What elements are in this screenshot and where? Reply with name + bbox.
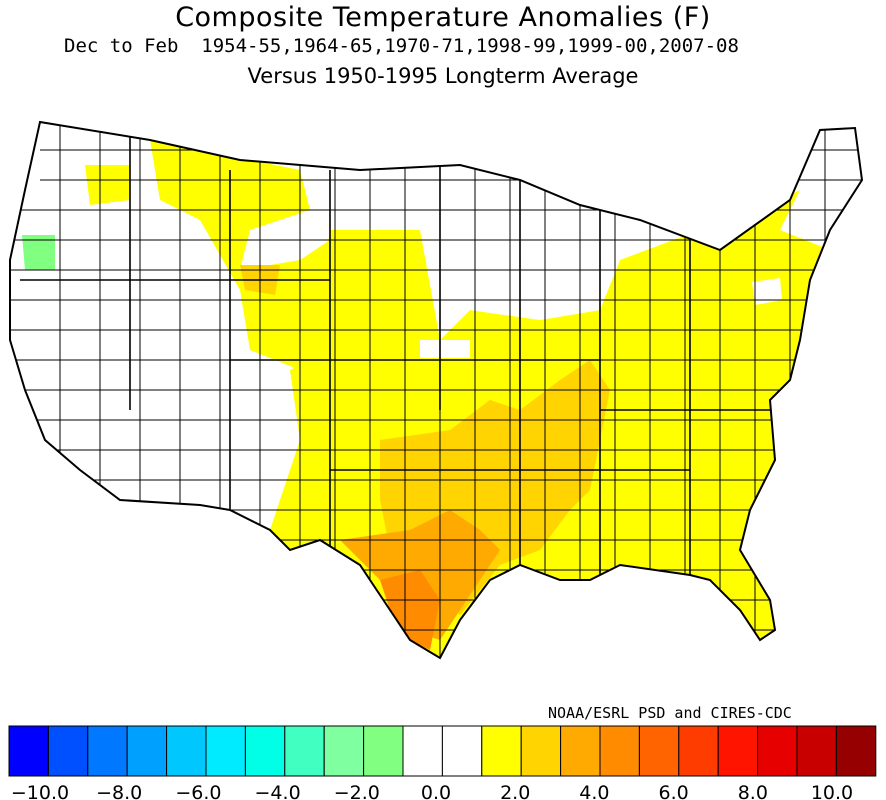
anomaly-region-0-2-north [150, 140, 330, 370]
colorbar-swatch [323, 725, 365, 777]
anomaly-region-0-2-wa [85, 165, 130, 205]
colorbar-swatch [678, 725, 719, 777]
colorbar-tick-label: −2.0 [334, 782, 380, 800]
colorbar-swatch [757, 725, 798, 777]
colorbar-swatch [402, 725, 443, 777]
colorbar-swatch [560, 725, 601, 777]
colorbar-swatch [835, 725, 877, 777]
colorbar-swatch [363, 725, 404, 777]
colorbar-swatch [717, 725, 759, 777]
data-credit: NOAA/ESRL PSD and CIRES-CDC [548, 704, 792, 722]
us-anomaly-map [9, 121, 863, 659]
anomaly-region-neutral-north [440, 160, 620, 340]
anomaly-region-neutral-pa [752, 278, 782, 305]
map-subtitle-base: Versus 1950-1995 Longterm Average [247, 64, 639, 88]
colorbar-swatch [796, 725, 837, 777]
colorbar-tick-label: −8.0 [96, 782, 142, 800]
colorbar-swatch [244, 725, 286, 777]
colorbar-swatch [520, 725, 562, 777]
colorbar-tick-label: −10.0 [11, 782, 69, 800]
colorbar-swatch [87, 725, 128, 777]
colorbar-swatch [599, 725, 640, 777]
colorbar-swatch [441, 725, 483, 777]
colorbar-tick-label: −6.0 [175, 782, 221, 800]
colorbar-tick-label: −4.0 [255, 782, 301, 800]
colorbar-tick-label: 2.0 [500, 782, 530, 800]
colorbar-tick-label: 4.0 [579, 782, 609, 800]
map-title: Composite Temperature Anomalies (F) [175, 2, 711, 33]
color-scale-legend: −10.0 −8.0 −6.0 −4.0 −2.0 0.0 2.0 4.0 6.0 8.0 10.0 [8, 725, 877, 800]
map-subtitle-period: Dec to Feb 1954-55,1964-65,1970-71,1998-… [64, 35, 739, 57]
colorbar-swatch [47, 725, 89, 777]
state-boundaries [20, 122, 800, 658]
anomaly-region-neutral-ne-plains [420, 340, 470, 358]
colorbar-swatch [284, 725, 325, 777]
colorbar-swatch [481, 725, 522, 777]
colorbar-swatch [8, 725, 49, 777]
colorbar-swatch [126, 725, 168, 777]
colorbar-swatch [166, 725, 207, 777]
colorbar-tick-label: 10.0 [811, 782, 853, 800]
colorbar-swatch [205, 725, 246, 777]
colorbar-tick-label: 0.0 [421, 782, 451, 800]
colorbar-tick-label: 6.0 [658, 782, 688, 800]
colorbar-swatch [638, 725, 680, 777]
anomaly-region-neg-1-2 [22, 235, 55, 270]
colorbar-tick-label: 8.0 [738, 782, 768, 800]
